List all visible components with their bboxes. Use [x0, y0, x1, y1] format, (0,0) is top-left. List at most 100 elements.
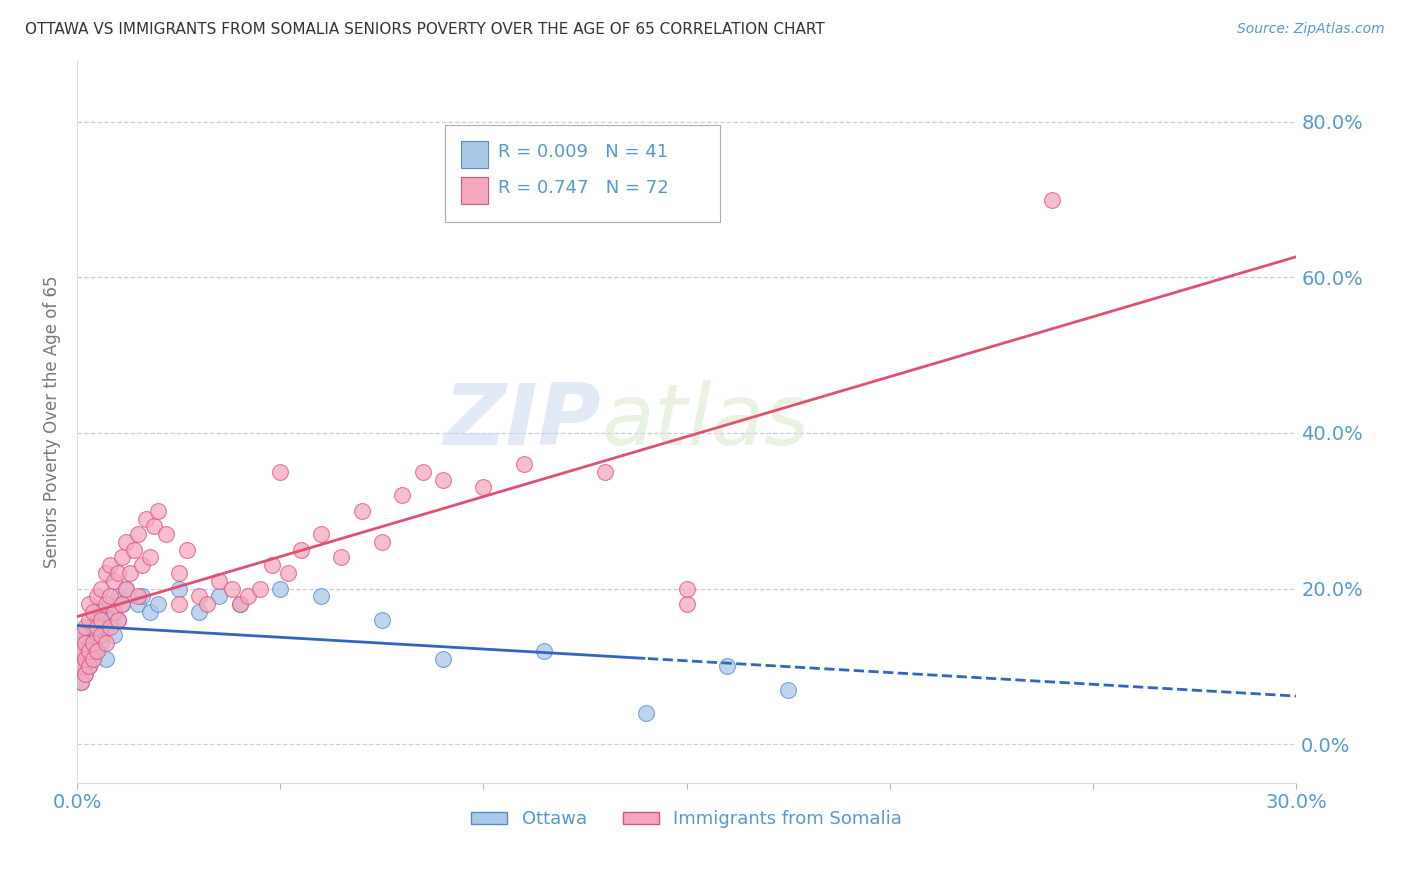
Point: [79, 597, 101, 611]
Point: [115, 582, 138, 596]
Point: [90, 582, 112, 596]
Point: [82, 636, 104, 650]
Point: [70, 659, 93, 673]
FancyBboxPatch shape: [461, 141, 488, 168]
Text: ZIP: ZIP: [444, 380, 602, 463]
Point: [262, 558, 284, 573]
Point: [228, 597, 250, 611]
Point: [107, 566, 129, 580]
Point: [148, 597, 170, 611]
Legend: Ottawa, Immigrants from Somalia: Ottawa, Immigrants from Somalia: [464, 803, 910, 836]
Point: [167, 566, 190, 580]
Point: [70, 674, 93, 689]
Point: [75, 620, 97, 634]
Point: [371, 613, 394, 627]
Point: [75, 628, 97, 642]
Point: [90, 636, 112, 650]
Point: [350, 504, 373, 518]
Point: [94, 651, 117, 665]
Point: [122, 542, 145, 557]
Point: [115, 582, 138, 596]
Point: [675, 582, 697, 596]
Point: [94, 566, 117, 580]
Point: [432, 651, 454, 665]
Point: [82, 651, 104, 665]
Point: [90, 613, 112, 627]
Point: [75, 667, 97, 681]
Point: [79, 644, 101, 658]
Point: [513, 457, 536, 471]
Text: Source: ZipAtlas.com: Source: ZipAtlas.com: [1237, 22, 1385, 37]
Point: [167, 582, 190, 596]
Point: [79, 613, 101, 627]
Point: [82, 620, 104, 634]
Point: [236, 590, 259, 604]
Point: [249, 582, 271, 596]
Point: [195, 597, 218, 611]
Point: [309, 527, 332, 541]
Point: [131, 590, 153, 604]
Point: [290, 542, 312, 557]
Point: [371, 535, 394, 549]
FancyBboxPatch shape: [446, 125, 720, 222]
Point: [94, 636, 117, 650]
Point: [86, 644, 108, 658]
Point: [82, 651, 104, 665]
Point: [139, 550, 162, 565]
Point: [208, 574, 231, 588]
Point: [79, 659, 101, 673]
Point: [98, 620, 121, 634]
Point: [107, 613, 129, 627]
Point: [115, 535, 138, 549]
Point: [330, 550, 353, 565]
Point: [778, 682, 800, 697]
Point: [90, 628, 112, 642]
Point: [79, 659, 101, 673]
Point: [75, 651, 97, 665]
Point: [86, 628, 108, 642]
Point: [148, 504, 170, 518]
Point: [127, 527, 149, 541]
Point: [118, 566, 141, 580]
Point: [86, 644, 108, 658]
Point: [94, 620, 117, 634]
Point: [75, 651, 97, 665]
Point: [70, 674, 93, 689]
Point: [167, 597, 190, 611]
Point: [86, 590, 108, 604]
Point: [86, 613, 108, 627]
Point: [533, 644, 555, 658]
Point: [269, 465, 291, 479]
Point: [188, 605, 211, 619]
Point: [111, 550, 134, 565]
Text: atlas: atlas: [602, 380, 810, 463]
Point: [111, 597, 134, 611]
Point: [107, 590, 129, 604]
Point: [1042, 193, 1064, 207]
FancyBboxPatch shape: [461, 177, 488, 204]
Point: [309, 590, 332, 604]
Point: [716, 659, 738, 673]
Point: [98, 590, 121, 604]
Point: [90, 605, 112, 619]
Point: [103, 628, 125, 642]
Point: [98, 558, 121, 573]
Point: [269, 582, 291, 596]
Text: R = 0.009   N = 41: R = 0.009 N = 41: [498, 144, 668, 161]
Point: [472, 480, 495, 494]
Point: [70, 659, 93, 673]
Point: [127, 597, 149, 611]
Point: [103, 605, 125, 619]
Point: [634, 706, 657, 720]
Point: [98, 597, 121, 611]
Point: [155, 527, 177, 541]
Point: [391, 488, 413, 502]
Text: R = 0.747   N = 72: R = 0.747 N = 72: [498, 179, 668, 197]
Text: OTTAWA VS IMMIGRANTS FROM SOMALIA SENIORS POVERTY OVER THE AGE OF 65 CORRELATION: OTTAWA VS IMMIGRANTS FROM SOMALIA SENIOR…: [25, 22, 825, 37]
Point: [86, 620, 108, 634]
Point: [221, 582, 243, 596]
Point: [675, 597, 697, 611]
Point: [79, 644, 101, 658]
Point: [143, 519, 166, 533]
Y-axis label: Seniors Poverty Over the Age of 65: Seniors Poverty Over the Age of 65: [44, 275, 60, 567]
